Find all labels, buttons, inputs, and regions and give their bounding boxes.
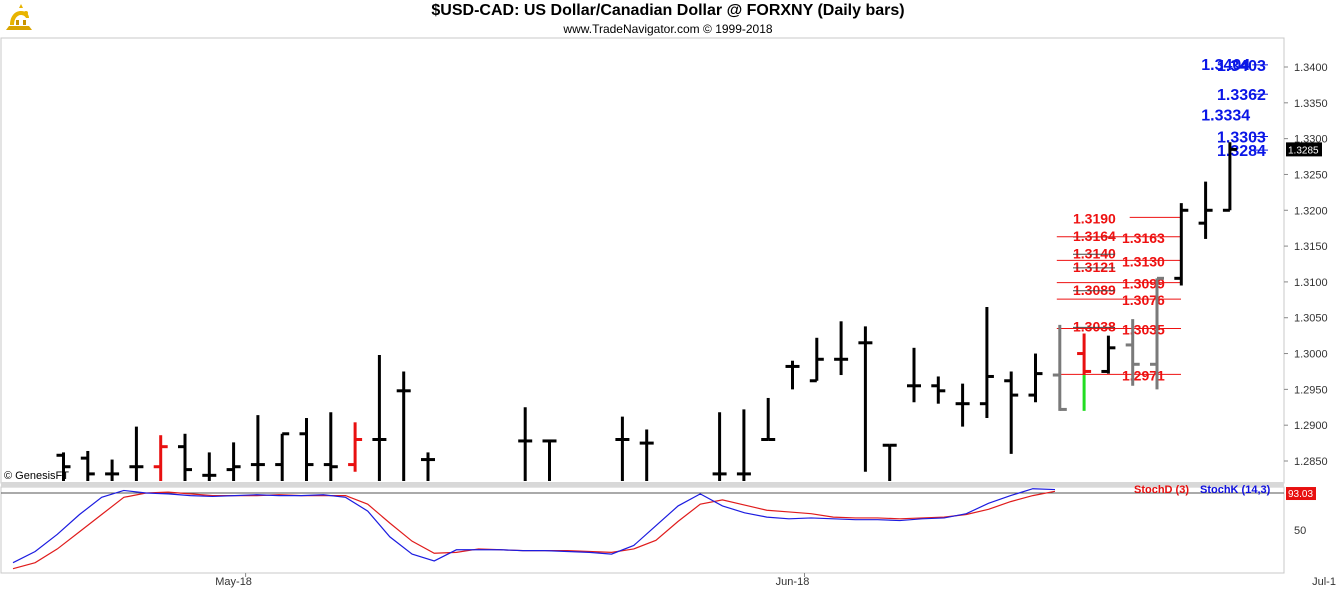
price-tick-label: 1.3400 (1294, 62, 1328, 74)
stoch-tick-label: 50 (1294, 525, 1306, 537)
price-tick-label: 1.3350 (1294, 98, 1328, 110)
level-label: 1.3362 (1217, 87, 1266, 104)
level-label: 1.3403 (1217, 58, 1266, 75)
level-label: 1.3334 (1201, 107, 1250, 124)
axes: 1.34001.33501.33001.32501.32001.31501.31… (215, 62, 1336, 588)
level-lines: 1.34041.34031.33621.33341.33031.32841.31… (1056, 57, 1268, 383)
price-tick-label: 1.2950 (1294, 384, 1328, 396)
level-label: 1.3163 (1122, 230, 1165, 246)
price-tick-label: 1.3100 (1294, 277, 1328, 289)
chart-title: $USD-CAD: US Dollar/Canadian Dollar @ FO… (431, 2, 905, 19)
price-tick-label: 1.3000 (1294, 349, 1328, 361)
stochastic-lines: 50 93.03 (1, 487, 1316, 570)
price-tick-label: 1.2850 (1294, 456, 1328, 468)
level-label: 1.3038 (1073, 318, 1116, 334)
level-label: 1.3284 (1217, 143, 1266, 160)
level-label: 1.3076 (1122, 292, 1165, 308)
stochk-line (12, 488, 1056, 564)
price-bars (56, 142, 1237, 481)
price-tick-label: 1.3250 (1294, 169, 1328, 181)
level-label: 1.3099 (1122, 276, 1165, 292)
price-tick-label: 1.3200 (1294, 205, 1328, 217)
legend-stochk: StochK (14,3) (1200, 484, 1271, 496)
legend-stochd: StochD (3) (1134, 484, 1189, 496)
last-price-box (1286, 142, 1322, 157)
date-tick-label: Jun-18 (776, 576, 810, 588)
date-tick-label: May-18 (215, 576, 252, 588)
level-label: 1.3035 (1122, 321, 1165, 337)
date-tick-label: Jul-18 (1312, 576, 1336, 588)
level-label: 1.3190 (1073, 210, 1116, 226)
golden-bull-logo (6, 4, 32, 30)
stochd-line (12, 490, 1056, 570)
level-label: 1.3164 (1073, 228, 1116, 244)
chart-subtitle: www.TradeNavigator.com © 1999-2018 (563, 22, 773, 36)
level-label: 1.3130 (1122, 253, 1165, 269)
price-tick-label: 1.3150 (1294, 241, 1328, 253)
level-label: 1.2971 (1122, 367, 1165, 383)
level-label: 1.3404 (1201, 57, 1250, 74)
stoch-value-label: 93.03 (1288, 489, 1313, 500)
level-label: 1.3089 (1073, 282, 1116, 298)
stoch-value-box (1286, 487, 1316, 501)
last-price-label: 1.3285 (1288, 145, 1319, 156)
watermark-text: © GenesisFT (4, 470, 69, 482)
level-label: 1.3140 (1073, 245, 1116, 261)
level-label: 1.3121 (1073, 259, 1116, 275)
indicator-panel-frame (0, 486, 1285, 574)
price-tick-label: 1.2900 (1294, 420, 1328, 432)
price-tick-label: 1.3050 (1294, 313, 1328, 325)
panel-separator (1, 482, 1284, 487)
